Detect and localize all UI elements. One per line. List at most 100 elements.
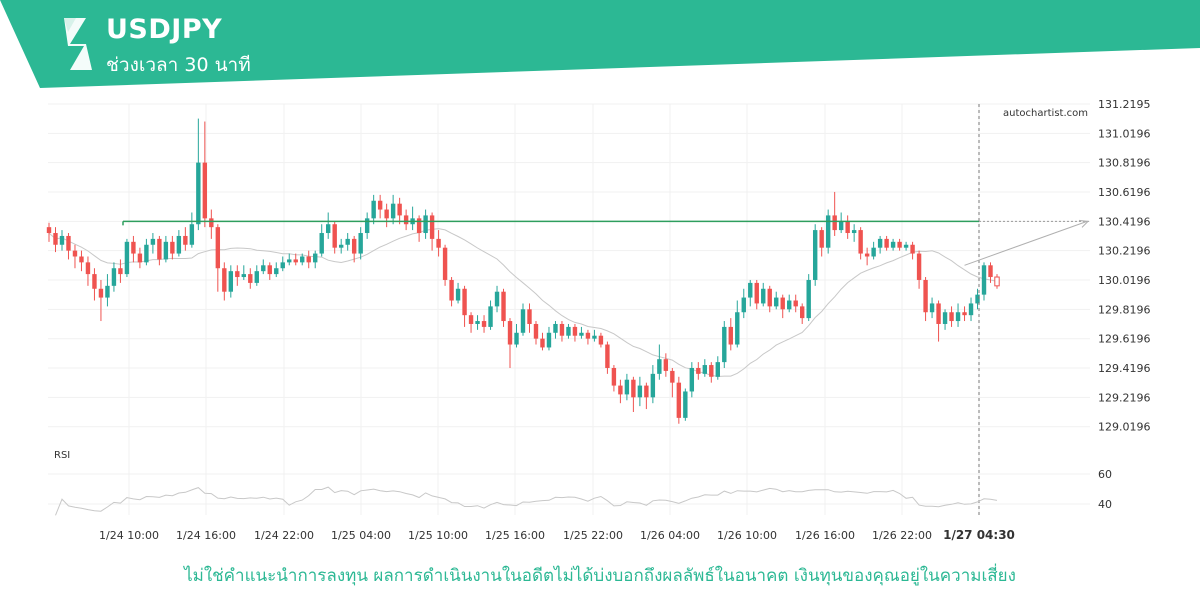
y-tick-label: 129.2196 bbox=[1098, 391, 1151, 404]
candle-body bbox=[481, 321, 487, 327]
candle-body bbox=[994, 276, 1000, 287]
candle-body bbox=[598, 335, 604, 345]
candle-body bbox=[475, 321, 480, 324]
candle-body bbox=[267, 265, 272, 275]
candle bbox=[332, 221, 337, 254]
candle bbox=[118, 259, 123, 283]
candle-body bbox=[494, 291, 500, 307]
rsi-panel: RSI 60 40 bbox=[54, 450, 1112, 516]
y-tick-label: 130.2196 bbox=[1098, 245, 1151, 258]
candle bbox=[988, 262, 993, 283]
candle-body bbox=[644, 385, 649, 398]
candle-body bbox=[72, 250, 78, 257]
candle-body bbox=[364, 218, 370, 234]
candle bbox=[800, 303, 805, 324]
x-axis-ticks: 1/24 10:00 1/24 16:00 1/24 22:00 1/25 04:00… bbox=[99, 528, 1015, 542]
candle bbox=[462, 285, 467, 327]
candle bbox=[845, 215, 850, 239]
candle bbox=[377, 194, 383, 219]
candle bbox=[994, 274, 1000, 289]
candle-body bbox=[572, 326, 578, 336]
candle-body bbox=[163, 241, 169, 260]
x-tick-label: 1/24 10:00 bbox=[99, 529, 159, 542]
candle-body bbox=[689, 367, 695, 392]
candle bbox=[598, 332, 604, 348]
candle bbox=[338, 238, 344, 254]
candle-body bbox=[936, 303, 941, 324]
candle-body bbox=[949, 312, 954, 322]
candle-body bbox=[313, 253, 318, 263]
candle bbox=[540, 332, 545, 351]
candle-body bbox=[566, 326, 571, 336]
candle bbox=[501, 288, 506, 327]
rsi-line bbox=[55, 486, 998, 516]
candle-body bbox=[423, 215, 428, 234]
candle-body bbox=[254, 271, 259, 283]
candle-body bbox=[189, 224, 195, 245]
candle-body bbox=[241, 274, 246, 278]
candle bbox=[144, 238, 149, 266]
candle bbox=[488, 300, 493, 330]
candle-body bbox=[968, 303, 974, 316]
candle bbox=[261, 259, 266, 275]
candle bbox=[975, 288, 980, 310]
candle-body bbox=[306, 256, 311, 263]
candle-body bbox=[390, 203, 396, 219]
candle bbox=[981, 262, 987, 301]
candle bbox=[131, 235, 136, 263]
y-tick-label: 130.8196 bbox=[1098, 157, 1151, 170]
candle-body bbox=[605, 344, 610, 368]
candle bbox=[468, 312, 474, 333]
candle-body bbox=[332, 224, 337, 248]
candle-body bbox=[501, 291, 506, 322]
candle bbox=[475, 315, 480, 330]
candle-body bbox=[715, 362, 720, 377]
candle-body bbox=[111, 268, 117, 286]
candle-body bbox=[676, 382, 682, 418]
candle-body bbox=[611, 367, 617, 386]
candle bbox=[962, 306, 967, 322]
candle-body bbox=[546, 332, 552, 348]
candle bbox=[222, 262, 227, 301]
candle bbox=[611, 365, 617, 392]
candle bbox=[170, 235, 175, 260]
candle bbox=[618, 379, 623, 404]
candle bbox=[819, 227, 824, 257]
candle-body bbox=[903, 244, 909, 248]
candle-body bbox=[261, 265, 266, 272]
candle bbox=[735, 300, 740, 348]
candle-body bbox=[767, 288, 772, 307]
candle-body bbox=[338, 244, 344, 248]
candle bbox=[371, 194, 376, 225]
candle-body bbox=[358, 233, 363, 254]
candle-body bbox=[579, 332, 584, 336]
symbol-title: USDJPY bbox=[106, 14, 223, 45]
candle-body bbox=[741, 297, 746, 313]
candle bbox=[929, 297, 935, 319]
candle-body bbox=[812, 230, 818, 280]
candle bbox=[390, 194, 396, 225]
candle bbox=[235, 265, 240, 286]
candle-body bbox=[235, 271, 240, 278]
candle bbox=[481, 315, 487, 333]
candle-body bbox=[800, 306, 805, 319]
rsi-label: RSI bbox=[54, 450, 70, 461]
candle-body bbox=[585, 332, 591, 339]
candle bbox=[267, 262, 272, 280]
candle bbox=[715, 356, 720, 380]
candle bbox=[111, 262, 117, 292]
candle bbox=[248, 268, 253, 289]
candle-body bbox=[196, 162, 201, 225]
x-tick-label: 1/25 10:00 bbox=[408, 529, 468, 542]
candle bbox=[163, 235, 169, 263]
candle bbox=[85, 256, 91, 286]
candle-body bbox=[864, 253, 870, 257]
x-tick-label: 1/26 22:00 bbox=[872, 529, 932, 542]
candle bbox=[150, 233, 156, 254]
candle-body bbox=[871, 247, 876, 257]
candle bbox=[533, 321, 539, 345]
candle-body bbox=[975, 294, 980, 304]
x-tick-label: 1/25 22:00 bbox=[563, 529, 623, 542]
candle-body bbox=[806, 279, 811, 319]
